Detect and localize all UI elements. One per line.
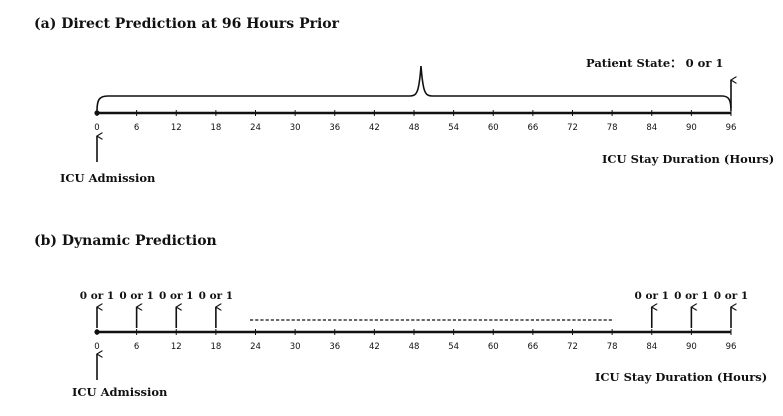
axis-tick-label-b: 42: [369, 342, 380, 352]
axis-tick-label-a: 48: [409, 123, 420, 133]
axis-tick-label-a: 78: [607, 123, 618, 133]
admission-label-b: ICU Admission: [72, 385, 168, 399]
axis-tick-label-a: 6: [134, 123, 139, 133]
axis-tick-label-b: 12: [171, 342, 182, 352]
panel-b-title: (b) Dynamic Prediction: [34, 233, 217, 249]
outcome-label-84h: 0 or 1: [635, 290, 669, 302]
axis-tick-label-b: 24: [250, 342, 261, 352]
dynamic-predictions: 0 or 1 0 or 1 0 or 1 0 or 1 0 or 1 0 or 1 0 or…: [80, 290, 748, 328]
timeline-axis-a: 0 6 12 18 24 30 36 42 48 54 60 66 72 78 84 90 96: [94, 110, 736, 133]
axis-tick-label-a: 96: [726, 123, 737, 133]
timeline-axis-b: 0 6 12 18 24 30 36 42 48 54 60 66 72 78 84 90 96: [94, 329, 736, 352]
outcome-label-96h: 0 or 1: [714, 290, 748, 302]
axis-tick-label-b: 66: [527, 342, 538, 352]
axis-tick-label-a: 18: [210, 123, 221, 133]
duration-label-a: ICU Stay Duration (Hours): [602, 152, 774, 166]
outcome-label-0h: 0 or 1: [80, 290, 114, 302]
admission-label-a: ICU Admission: [60, 171, 156, 185]
axis-tick-label-a: 90: [686, 123, 697, 133]
axis-tick-label-b: 18: [210, 342, 221, 352]
axis-tick-label-b: 36: [329, 342, 340, 352]
axis-tick-label-a: 30: [290, 123, 301, 133]
axis-tick-label-b: 60: [488, 342, 499, 352]
axis-tick-label-a: 66: [527, 123, 538, 133]
axis-tick-label-a: 42: [369, 123, 380, 133]
axis-tick-label-b: 72: [567, 342, 578, 352]
axis-tick-label-b: 30: [290, 342, 301, 352]
axis-tick-label-b: 0: [94, 342, 99, 352]
axis-tick-label-a: 54: [448, 123, 459, 133]
axis-tick-label-a: 72: [567, 123, 578, 133]
axis-tick-label-a: 36: [329, 123, 340, 133]
axis-tick-label-b: 90: [686, 342, 697, 352]
axis-tick-label-a: 12: [171, 123, 182, 133]
patient-state-label: Patient State： 0 or 1: [586, 56, 723, 70]
axis-tick-label-a: 84: [646, 123, 657, 133]
axis-tick-label-a: 60: [488, 123, 499, 133]
outcome-label-90h: 0 or 1: [674, 290, 708, 302]
panel-a-title: (a) Direct Prediction at 96 Hours Prior: [34, 16, 340, 32]
axis-tick-label-b: 96: [726, 342, 737, 352]
axis-tick-label-b: 78: [607, 342, 618, 352]
axis-tick-label-b: 54: [448, 342, 459, 352]
outcome-label-6h: 0 or 1: [119, 290, 153, 302]
axis-tick-label-a: 24: [250, 123, 261, 133]
axis-tick-label-b: 48: [409, 342, 420, 352]
axis-tick-label-b: 84: [646, 342, 657, 352]
outcome-label-18h: 0 or 1: [199, 290, 233, 302]
outcome-label-12h: 0 or 1: [159, 290, 193, 302]
duration-label-b: ICU Stay Duration (Hours): [595, 370, 767, 384]
axis-tick-label-a: 0: [94, 123, 99, 133]
prediction-window-brace: [96, 65, 732, 112]
axis-tick-label-b: 6: [134, 342, 139, 352]
